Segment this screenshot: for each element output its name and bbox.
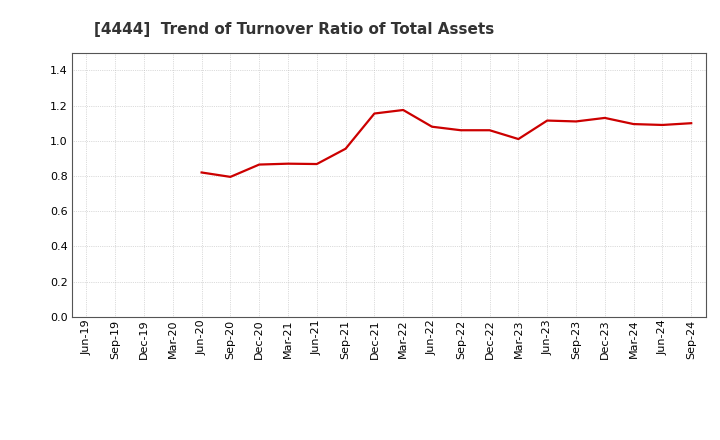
Text: [4444]  Trend of Turnover Ratio of Total Assets: [4444] Trend of Turnover Ratio of Total … — [94, 22, 494, 37]
